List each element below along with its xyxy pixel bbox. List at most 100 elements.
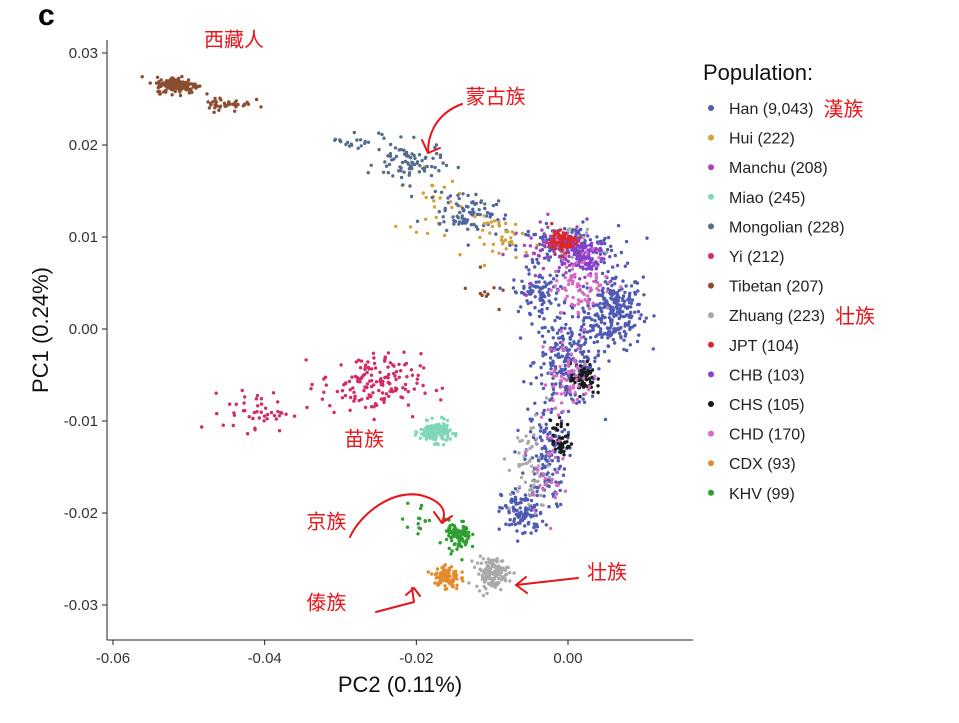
point-han: [601, 302, 606, 306]
point-han: [621, 294, 626, 298]
point-han: [595, 340, 600, 344]
point-han: [539, 365, 543, 370]
point-mongolian: [333, 137, 338, 141]
point-han: [529, 300, 533, 305]
point-han: [550, 363, 555, 367]
series-khv: [400, 501, 475, 562]
point-miao: [431, 425, 435, 430]
point-chd: [558, 364, 562, 369]
point-han: [568, 453, 572, 458]
point-chb: [565, 248, 570, 253]
point-chs: [569, 375, 574, 380]
point-mongolian: [446, 196, 450, 200]
point-yi: [371, 351, 376, 355]
point-han: [559, 419, 564, 423]
point-chd: [566, 358, 571, 362]
point-jpt: [558, 228, 563, 232]
point-yi: [416, 373, 420, 377]
point-han: [511, 286, 516, 290]
point-hui: [520, 231, 525, 236]
point-miao: [446, 429, 451, 433]
point-zhuang: [528, 493, 532, 497]
point-han: [539, 452, 544, 457]
point-chd: [559, 310, 563, 315]
point-mongolian: [399, 175, 404, 180]
point-khv: [461, 524, 466, 529]
point-yi: [365, 382, 370, 386]
point-chs: [578, 394, 582, 399]
point-tibetan: [480, 293, 484, 298]
point-miao: [424, 437, 429, 441]
point-chd: [552, 368, 557, 372]
point-khv: [450, 523, 454, 527]
legend-item-chs: CHS (105): [708, 397, 805, 414]
point-jpt: [559, 246, 563, 250]
point-chd: [595, 280, 600, 285]
point-yi: [322, 390, 326, 394]
point-zhuang: [495, 559, 499, 563]
point-chs: [588, 363, 592, 367]
point-chb: [574, 232, 578, 236]
point-han: [603, 280, 607, 284]
legend: Population: Han (9,043) 漢族 Hui (222) Manchu…: [703, 60, 875, 503]
point-tibetan: [166, 82, 170, 87]
point-zhuang: [507, 468, 512, 472]
point-tibetan: [205, 92, 209, 96]
point-hui: [438, 196, 442, 200]
point-yi: [310, 382, 314, 387]
point-han: [598, 332, 602, 336]
legend-item-tibetan: Tibetan (207): [708, 279, 824, 296]
point-han: [483, 206, 487, 211]
point-han: [529, 531, 533, 535]
point-manchu: [529, 236, 533, 240]
point-han: [538, 298, 542, 302]
point-han: [547, 505, 551, 509]
point-han: [563, 363, 567, 368]
point-han: [542, 340, 547, 344]
point-yi: [277, 414, 282, 418]
legend-swatch: [708, 134, 714, 141]
point-mongolian: [399, 166, 403, 170]
point-tibetan: [177, 76, 181, 81]
point-jpt: [561, 231, 565, 235]
point-zhuang: [486, 564, 491, 568]
point-miao: [445, 418, 450, 423]
point-manchu: [546, 212, 550, 216]
point-han: [598, 329, 603, 334]
point-cdx: [430, 572, 434, 576]
point-chd: [563, 297, 568, 301]
series-chb: [557, 217, 620, 281]
point-tibetan: [187, 91, 191, 95]
point-mongolian: [479, 199, 484, 203]
point-han: [539, 373, 544, 377]
point-han: [579, 227, 583, 232]
point-chd: [555, 391, 559, 396]
point-mongolian: [438, 155, 443, 160]
point-han: [616, 327, 620, 332]
point-mongolian: [422, 169, 427, 173]
point-hui: [485, 221, 490, 225]
point-han: [529, 382, 533, 386]
point-chb: [589, 258, 593, 262]
point-han: [560, 354, 564, 358]
point-mongolian: [466, 227, 470, 231]
x-tick-label: -0.04: [248, 650, 282, 667]
point-yi: [228, 402, 232, 406]
point-chb: [591, 250, 595, 254]
x-tick-label: -0.06: [96, 650, 130, 667]
point-zhuang: [484, 560, 488, 565]
point-hui: [500, 242, 505, 246]
point-manchu: [544, 240, 549, 245]
point-tibetan: [242, 102, 247, 106]
point-han: [509, 500, 514, 504]
point-han: [563, 387, 568, 392]
point-chd: [566, 363, 570, 368]
point-han: [582, 330, 586, 334]
point-han: [513, 450, 517, 454]
point-yi: [292, 414, 297, 418]
point-yi: [279, 410, 283, 415]
point-han: [577, 339, 581, 343]
point-zhuang: [582, 235, 586, 240]
point-han: [597, 293, 601, 297]
point-hui: [458, 253, 462, 257]
